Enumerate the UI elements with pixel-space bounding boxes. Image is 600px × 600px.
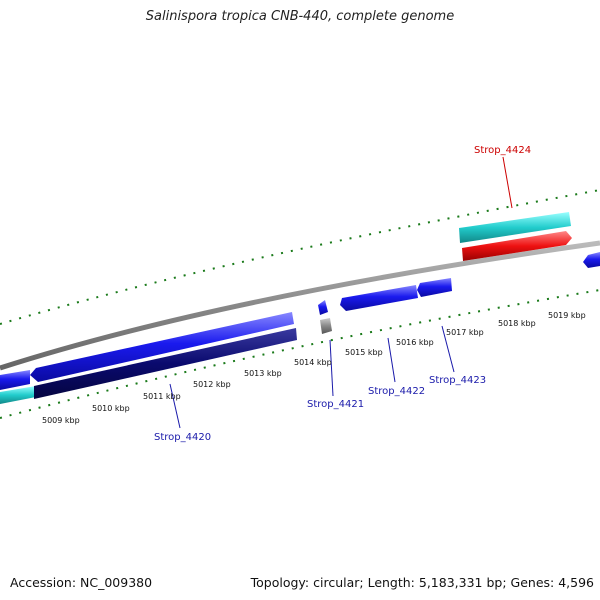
gene-feature-strop-4423[interactable] [417,278,452,297]
scale-label: 5011 kbp [143,392,181,401]
gene-feature-strop-4424[interactable] [462,231,572,261]
scale-label: 5016 kbp [396,338,434,347]
map-title: Salinispora tropica CNB-440, complete ge… [145,9,455,24]
gene-label-strop-4424[interactable]: Strop_4424 [474,145,531,156]
scale-label: 5019 kbp [548,311,586,320]
scale-labels: 5009 kbp 5010 kbp 5011 kbp 5012 kbp 5013… [42,311,586,425]
gene-feature[interactable] [0,370,30,390]
scale-label: 5010 kbp [92,404,130,413]
gene-labels: Strop_4420 Strop_4421 Strop_4422 Strop_4… [154,145,531,443]
gene-feature-strop-4420[interactable] [34,328,297,399]
scale-label: 5009 kbp [42,416,80,425]
scale-label: 5017 kbp [446,328,484,337]
scale-label: 5013 kbp [244,369,282,378]
gene-feature-cyan[interactable] [459,212,571,243]
inner-tick-ring [0,289,600,419]
topology-text: Topology: circular; Length: 5,183,331 bp… [250,575,594,590]
gene-label-strop-4420[interactable]: Strop_4420 [154,432,211,443]
scale-label: 5012 kbp [193,380,231,389]
gene-label-strop-4421[interactable]: Strop_4421 [307,399,364,410]
gene-feature[interactable] [0,386,36,404]
pseudo-feature[interactable] [320,318,332,334]
label-leaders [169,156,513,429]
gene-feature-strop-4422[interactable] [340,285,418,311]
gene-feature[interactable] [583,252,600,268]
genome-backbone [0,240,600,371]
scale-label: 5015 kbp [345,348,383,357]
scale-label: 5014 kbp [294,358,332,367]
gene-label-strop-4422[interactable]: Strop_4422 [368,386,425,397]
gene-label-strop-4423[interactable]: Strop_4423 [429,375,486,386]
accession-text: Accession: NC_009380 [10,575,153,590]
scale-label: 5018 kbp [498,319,536,328]
gene-feature-strop-4421[interactable] [318,300,328,315]
feature-track[interactable] [0,212,600,404]
outer-tick-ring [0,189,600,325]
gene-feature-strop-4420-fwd[interactable] [30,312,294,382]
